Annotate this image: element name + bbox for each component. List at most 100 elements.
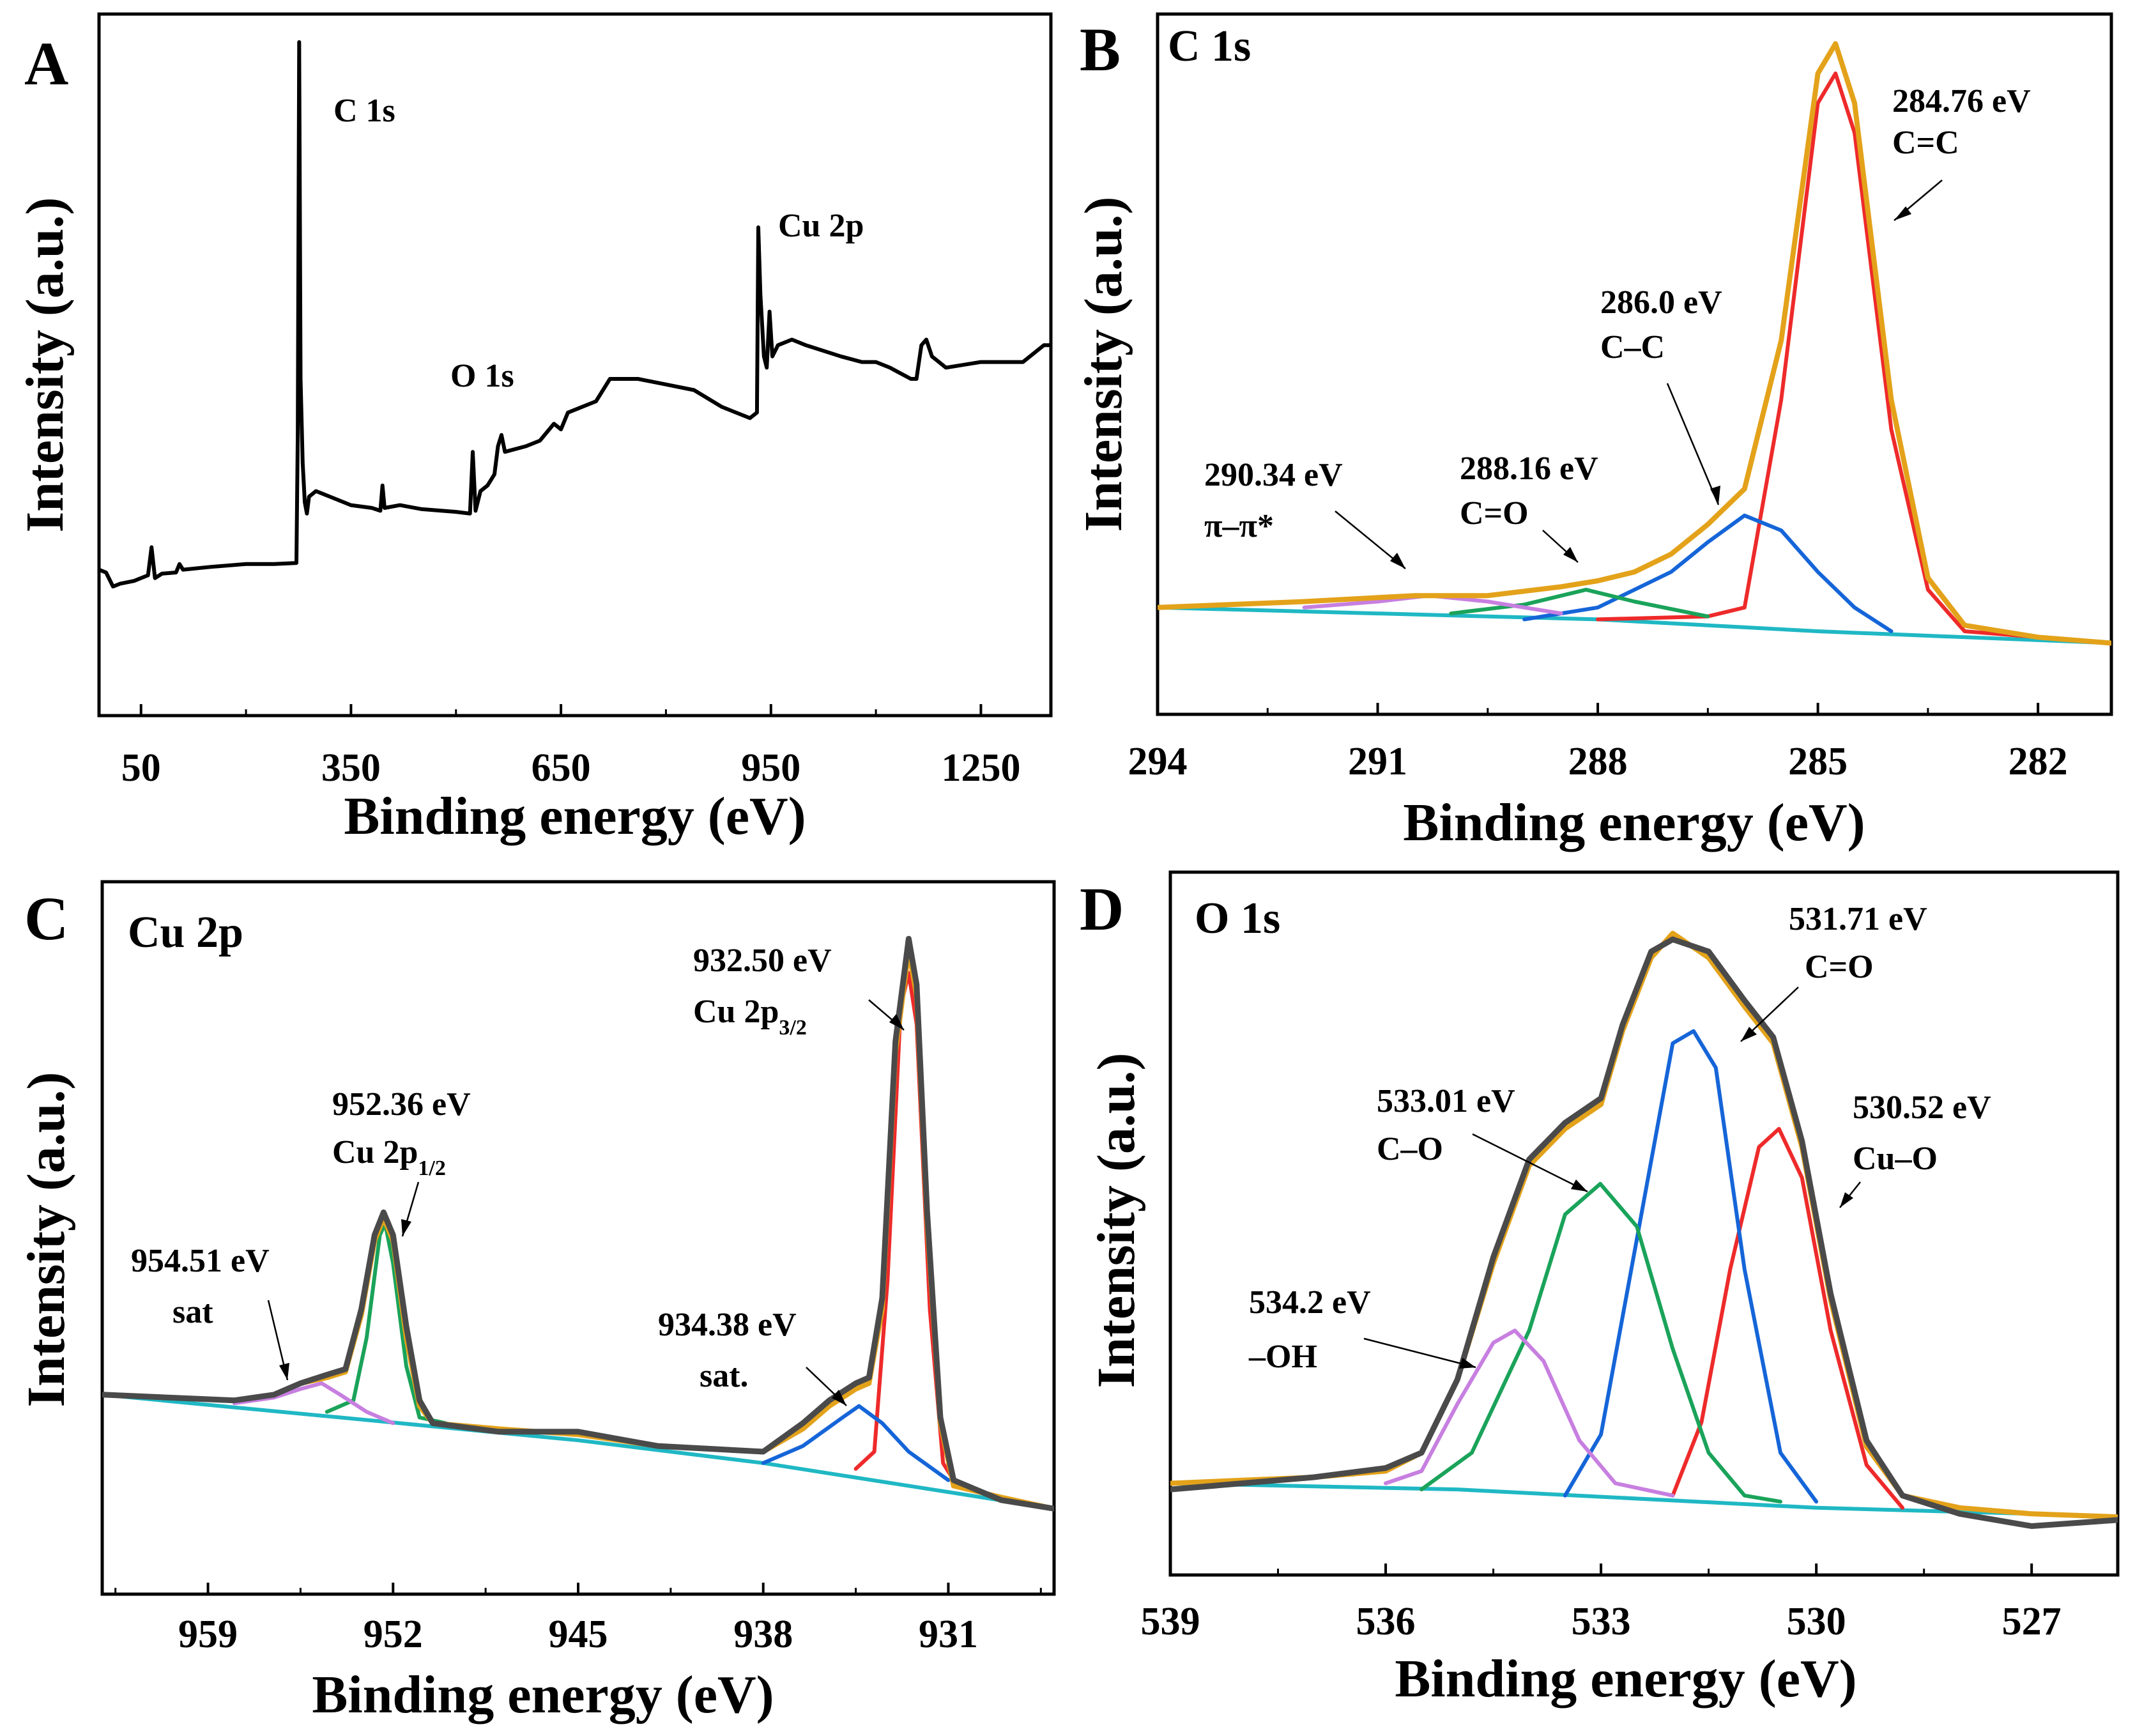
annotation-b-290-34-value: 290.34 eV — [1204, 457, 1343, 493]
series-b-c-c-284-76-ev — [1596, 71, 2040, 640]
annotation-c-952-36-value: 952.36 eV — [332, 1086, 471, 1123]
panel-letter-a: A — [24, 29, 68, 98]
annotation-c-932-50-label-main: Cu 2p — [693, 994, 779, 1030]
arrowhead-c-932-50 — [889, 1014, 904, 1030]
annotation-b-290-34-label: π–π* — [1204, 508, 1274, 544]
series-d-c-o-531-71-ev — [1563, 1029, 1819, 1504]
annotation-d-531-71-label: C=O — [1805, 949, 1874, 985]
series-c-envelope — [102, 948, 1054, 1512]
x-tick-label-c-938: 938 — [733, 1613, 793, 1656]
x-tick-label-a-650: 650 — [532, 746, 591, 790]
plot-frame-b — [1156, 12, 2113, 716]
x-tick-label-d-533: 533 — [1572, 1600, 1631, 1643]
annotation-b-288-16-value: 288.16 eV — [1460, 450, 1598, 487]
annotation-o1s: O 1s — [450, 358, 514, 394]
annotation-d-530-52-label: Cu–O — [1853, 1141, 1938, 1177]
annotation-c-932-50-value: 932.50 eV — [693, 942, 832, 979]
x-tick-label-a-50: 50 — [121, 746, 161, 790]
x-axis-title-b: Binding energy (eV) — [1403, 793, 1865, 852]
annotation-c-952-36-label: Cu 2p1/2 — [332, 1134, 446, 1180]
series-b-background — [1158, 605, 2111, 645]
panel-letter-b: B — [1080, 15, 1121, 84]
annotation-d-534-2-value: 534.2 eV — [1249, 1284, 1371, 1321]
series-d-c-o-533-01-ev — [1420, 1181, 1782, 1504]
annotation-d-531-71-value: 531.71 eV — [1789, 901, 1927, 937]
annotation-c-932-50-label-sub: 3/2 — [779, 1016, 806, 1040]
arrowhead-b-286-0 — [1710, 486, 1720, 505]
series-b-c-c-286-0-ev — [1522, 513, 1894, 633]
y-axis-title-c: Intensity (a.u.) — [17, 1072, 76, 1407]
series-b-envelope — [1158, 41, 2111, 646]
panel-c-cu2p: C Cu 2p 959 952 945 938 931 Binding energy (… — [17, 880, 1056, 1724]
series-d-envelope — [1170, 930, 2118, 1520]
y-axis-title-a: Intensity (a.u.) — [15, 197, 75, 532]
series-c-cu-2p1-2-952-36-ev — [325, 1222, 448, 1425]
annotation-d-533-01-value: 533.01 eV — [1377, 1083, 1515, 1119]
annotation-c-934-38-label: sat. — [700, 1358, 749, 1394]
arrowhead-c-952-36 — [401, 1219, 411, 1236]
annotation-c1s: C 1s — [333, 93, 395, 129]
x-axis-ticks-d: 539 536 533 530 527 — [1141, 1563, 2062, 1643]
annotation-c-952-36-label-sub: 1/2 — [418, 1156, 445, 1180]
arrowhead-b-284-76 — [1894, 206, 1911, 220]
annotation-c-952-36-label-main: Cu 2p — [332, 1134, 418, 1171]
annotation-b-288-16-label: C=O — [1460, 495, 1529, 532]
series-d-cu-o-530-52-ev — [1671, 1126, 1904, 1510]
x-axis-ticks-c: 959 952 945 938 931 — [114, 1583, 1042, 1656]
series-c-sat-954-51-ev — [232, 1381, 395, 1425]
x-axis-title-a: Binding energy (eV) — [344, 787, 806, 846]
x-tick-label-a-1250: 1250 — [941, 746, 1020, 790]
panel-b-c1s: B C 1s 294 291 288 285 282 Binding energy (e… — [1074, 12, 2113, 852]
arrow-b-286-0 — [1666, 383, 1720, 505]
panel-title-d: O 1s — [1195, 894, 1280, 943]
arrowhead-b-290-34 — [1390, 553, 1405, 569]
x-tick-label-b-285: 285 — [1788, 740, 1848, 783]
annotation-d-533-01-label: C–O — [1377, 1131, 1443, 1167]
x-tick-label-d-539: 539 — [1141, 1600, 1200, 1643]
x-tick-label-d-527: 527 — [2002, 1600, 2062, 1643]
plot-frame-d — [1168, 870, 2120, 1577]
panel-letter-c: C — [24, 884, 68, 953]
series-b-c-o-288-16-ev — [1449, 587, 1710, 618]
data-layer-c — [102, 935, 1054, 1512]
annotation-c-934-38-value: 934.38 eV — [658, 1307, 797, 1343]
series-d-raw — [1170, 936, 2118, 1529]
x-tick-label-b-291: 291 — [1348, 740, 1407, 783]
x-tick-label-d-530: 530 — [1787, 1600, 1846, 1643]
data-layer-d — [1170, 930, 2118, 1529]
series-c-sat-934-38-ev — [761, 1404, 951, 1482]
x-axis-title-d: Binding energy (eV) — [1395, 1649, 1856, 1709]
y-axis-title-d: Intensity (a.u.) — [1087, 1052, 1146, 1388]
panel-title-b: C 1s — [1168, 22, 1251, 71]
panel-a-survey: A 50 350 650 950 1250 Binding energy (eV) In… — [15, 12, 1053, 846]
series-d-oh-534-2-ev — [1384, 1328, 1675, 1498]
annotation-c-932-50-label: Cu 2p3/2 — [693, 994, 807, 1040]
panel-letter-d: D — [1080, 875, 1124, 943]
x-tick-label-c-952: 952 — [363, 1613, 423, 1656]
x-tick-label-b-282: 282 — [2009, 740, 2068, 783]
data-layer-b — [1158, 41, 2111, 646]
panel-d-o1s: D O 1s 539 536 533 530 527 Binding energy (e… — [1080, 870, 2120, 1709]
x-axis-title-c: Binding energy (eV) — [312, 1665, 774, 1724]
x-tick-label-c-959: 959 — [178, 1613, 238, 1656]
x-tick-label-c-945: 945 — [549, 1613, 608, 1656]
arrowhead-d-530-52 — [1840, 1192, 1853, 1208]
x-tick-label-b-288: 288 — [1568, 740, 1628, 783]
annotation-d-534-2-label: –OH — [1248, 1339, 1317, 1375]
series-a-survey — [99, 40, 1051, 588]
x-axis-ticks-b: 294 291 288 285 282 — [1128, 703, 2068, 783]
arrowhead-d-533-01 — [1571, 1179, 1588, 1192]
plot-frame-a — [97, 12, 1053, 718]
data-layer-a — [99, 40, 1051, 588]
panel-title-c: Cu 2p — [128, 908, 243, 957]
series-c-raw — [102, 935, 1054, 1512]
annotation-b-284-76-value: 284.76 eV — [1892, 83, 2031, 119]
arrowhead-d-534-2 — [1459, 1358, 1476, 1369]
y-axis-title-b: Intensity (a.u.) — [1074, 196, 1133, 532]
x-tick-label-c-931: 931 — [919, 1613, 978, 1656]
annotation-d-530-52-value: 530.52 eV — [1853, 1089, 1991, 1126]
x-tick-label-b-294: 294 — [1128, 740, 1188, 783]
x-axis-ticks-a: 50 350 650 950 1250 — [121, 704, 1020, 790]
annotation-b-286-0-label: C–C — [1600, 329, 1665, 365]
